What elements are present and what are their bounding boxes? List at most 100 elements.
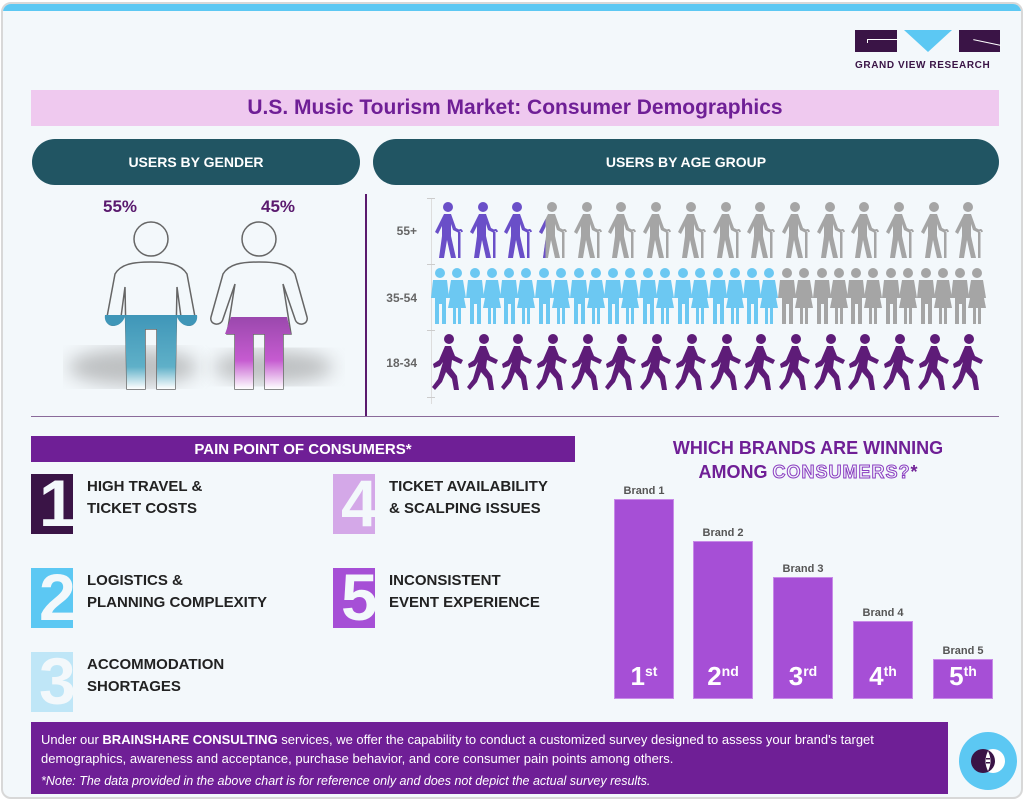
couple-icon [465, 266, 501, 328]
brand-bar-4: 4th [853, 621, 913, 699]
number-1-icon: 1 [31, 474, 73, 534]
number-5-icon: 5 [333, 568, 375, 628]
rank-label: 2nd [707, 661, 739, 691]
elderly-cane-icon [570, 200, 605, 262]
pain-point-label: TICKET COSTS [87, 500, 198, 517]
pain-point-label: HIGH TRAVEL & [87, 478, 203, 495]
walking-person-icon [917, 332, 952, 394]
number-2-icon: 2 [31, 568, 73, 628]
brand-label-5: Brand 5 [942, 645, 984, 657]
age-axis [431, 198, 432, 404]
pain-point-label: LOGISTICS & [87, 572, 183, 589]
couple-icon [777, 266, 813, 328]
number-3-icon: 3 [31, 652, 73, 712]
couple-icon [743, 266, 779, 328]
walking-person-icon [778, 332, 813, 394]
brainshare-consulting-label: BRAINSHARE CONSULTING [102, 732, 278, 747]
age-label-18-34: 18-34 [386, 356, 417, 370]
brand-bar-2: 2nd [693, 541, 753, 699]
brands-title-star: * [910, 462, 918, 482]
brands-title-plain: AMONG [698, 462, 773, 482]
number-4-icon: 4 [333, 474, 375, 534]
elderly-cane-icon [917, 200, 952, 262]
age-label-35-54: 35-54 [386, 291, 417, 305]
walking-person-icon [466, 332, 501, 394]
walking-person-icon [604, 332, 639, 394]
walking-person-icon [639, 332, 674, 394]
brand-bar-5: 5th [933, 659, 993, 699]
axis-tick [427, 397, 435, 398]
couple-icon [951, 266, 986, 328]
brand-bar-3: 3rd [773, 577, 833, 699]
brand-label-4: Brand 4 [862, 607, 904, 619]
pain-point-label: EVENT EXPERIENCE [389, 594, 540, 611]
walking-person-icon [709, 332, 744, 394]
male-percentage: 55% [103, 197, 138, 216]
elderly-cane-icon [466, 200, 501, 262]
brand-label-2: Brand 2 [702, 527, 744, 539]
grand-view-research-logo: GRAND VIEW RESEARCH [855, 30, 1001, 71]
page-title: U.S. Music Tourism Market: Consumer Demo… [247, 96, 783, 119]
pain-point-5: 5 INCONSISTENT EVENT EXPERIENCE [333, 568, 540, 628]
section-divider-vertical [365, 194, 367, 416]
pain-points-header: PAIN POINT OF CONSUMERS* [31, 436, 575, 462]
elderly-cane-icon [778, 200, 813, 262]
couple-icon [812, 266, 848, 328]
walking-person-icon [674, 332, 709, 394]
footer-description: Under our BRAINSHARE CONSULTING services… [41, 730, 938, 768]
walking-person-icon [847, 332, 882, 394]
couple-icon [569, 266, 605, 328]
male-figure-icon [104, 221, 198, 390]
pain-point-2: 2 LOGISTICS & PLANNING COMPLEXITY [31, 568, 267, 628]
pain-point-label: & SCALPING ISSUES [389, 500, 541, 517]
couple-icon [431, 266, 466, 328]
pain-point-label: INCONSISTENT [389, 572, 501, 589]
couple-icon [639, 266, 675, 328]
age-section-header: USERS BY AGE GROUP [373, 139, 999, 185]
pain-point-label: TICKET AVAILABILITY [389, 478, 548, 495]
rank-label: 1st [630, 661, 658, 691]
couple-icon [708, 266, 744, 328]
walking-person-icon [882, 332, 917, 394]
elderly-cane-icon [709, 200, 744, 262]
couple-icon [881, 266, 917, 328]
walking-person-icon [813, 332, 848, 394]
pain-point-label: SHORTAGES [87, 678, 181, 695]
pain-point-4: 4 TICKET AVAILABILITY & SCALPING ISSUES [333, 474, 548, 534]
pain-point-label: ACCOMMODATION [87, 656, 225, 673]
walking-person-icon [500, 332, 535, 394]
elderly-cane-icon [743, 200, 778, 262]
pain-point-3: 3 ACCOMMODATION SHORTAGES [31, 652, 224, 712]
age-label-55-plus: 55+ [396, 224, 417, 238]
brand-bar-1: 1st [614, 499, 674, 699]
brands-title-line1: WHICH BRANDS ARE WINNING [672, 438, 944, 458]
couple-icon [500, 266, 536, 328]
top-accent-bar [3, 4, 1021, 11]
gender-figures [68, 221, 333, 390]
logo-triangle-v-icon [903, 30, 952, 52]
footer-note: *Note: The data provided in the above ch… [41, 774, 651, 788]
brands-title-outline: CONSUMERS? [772, 462, 911, 483]
elderly-cane-icon [847, 200, 882, 262]
female-percentage: 45% [261, 197, 296, 216]
walking-person-icon [570, 332, 605, 394]
walking-person-icon [951, 332, 986, 394]
consulting-footer: Under our BRAINSHARE CONSULTING services… [31, 722, 948, 794]
elderly-cane-icon [500, 200, 535, 262]
walking-person-icon [743, 332, 778, 394]
rank-label: 4th [869, 661, 897, 691]
brand-label-1: Brand 1 [623, 485, 665, 497]
elderly-cane-icon [674, 200, 709, 262]
couple-icon [847, 266, 883, 328]
footer-text: Under our [41, 732, 103, 747]
brainshare-badge-icon [959, 732, 1017, 790]
elderly-cane-icon [431, 200, 466, 262]
logo-text: GRAND VIEW RESEARCH [855, 60, 991, 71]
section-divider-horizontal [31, 416, 999, 417]
walking-person-icon [431, 332, 466, 394]
couple-icon [916, 266, 952, 328]
page-title-banner: U.S. Music Tourism Market: Consumer Demo… [31, 90, 999, 126]
elderly-cane-icon [604, 200, 639, 262]
axis-tick [427, 264, 435, 265]
age-row-35-54 [431, 266, 986, 328]
